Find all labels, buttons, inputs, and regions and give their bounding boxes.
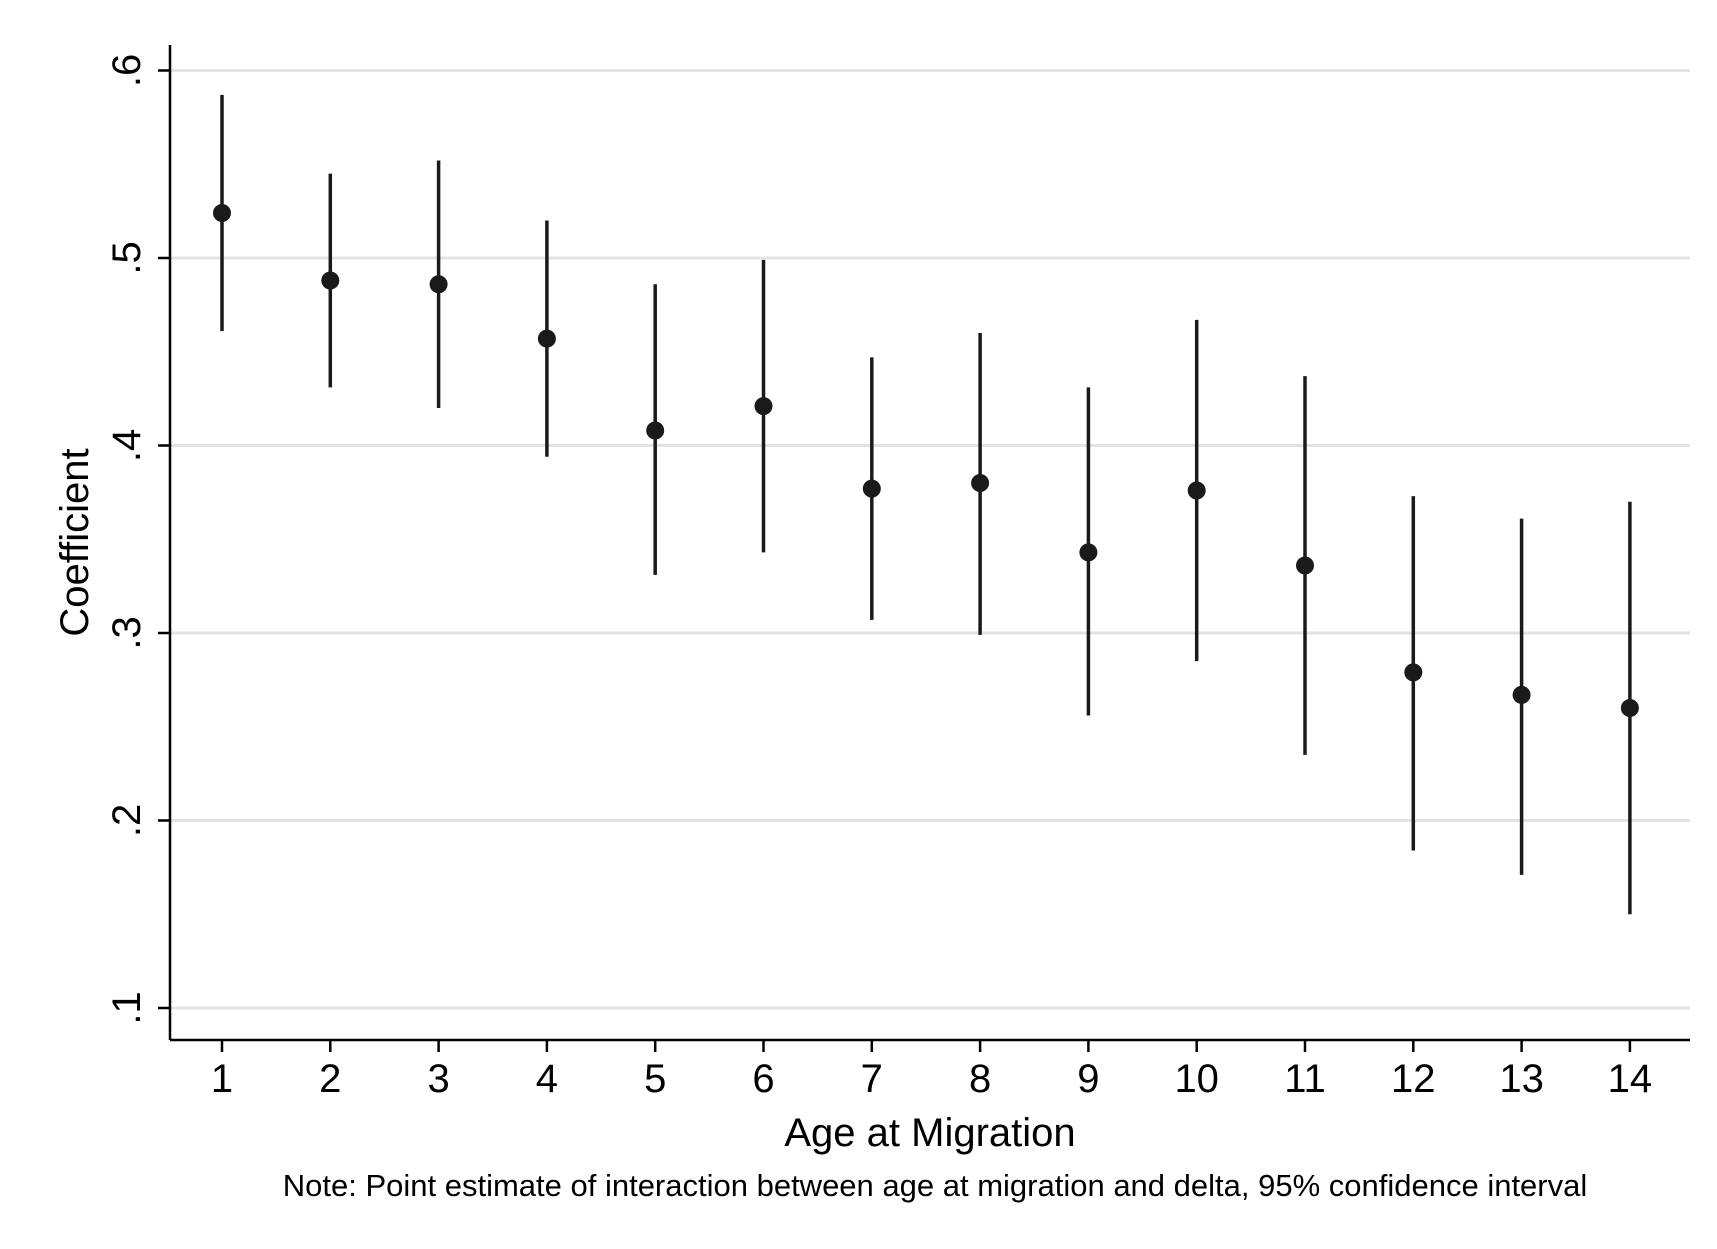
point-estimate-marker bbox=[971, 474, 990, 492]
point-estimate-marker bbox=[429, 275, 448, 294]
point-estimate-marker bbox=[862, 479, 881, 498]
x-tick-label: 9 bbox=[1077, 1057, 1099, 1101]
x-tick-label: 13 bbox=[1499, 1057, 1544, 1101]
x-tick-label: 10 bbox=[1174, 1057, 1219, 1101]
y-tick-label: .1 bbox=[105, 991, 149, 1024]
point-estimate-marker bbox=[1512, 685, 1531, 704]
x-axis-title: Age at Migration bbox=[784, 1111, 1075, 1155]
confidence-intervals bbox=[220, 94, 1632, 915]
x-tick-label: 6 bbox=[752, 1057, 774, 1101]
grid-lines bbox=[170, 69, 1690, 1010]
y-axis-title: Coefficient bbox=[53, 448, 97, 636]
y-tick-label: .2 bbox=[105, 804, 149, 837]
point-estimate-marker bbox=[1296, 556, 1314, 575]
x-tick-label: 11 bbox=[1284, 1057, 1326, 1101]
point-estimates bbox=[213, 204, 1639, 717]
point-estimate-marker bbox=[537, 329, 556, 348]
x-tick-label: 14 bbox=[1608, 1057, 1653, 1101]
x-tick-label: 5 bbox=[644, 1057, 666, 1101]
y-tick-label: .5 bbox=[105, 241, 149, 274]
x-tick-label: 2 bbox=[319, 1057, 341, 1101]
chart-note: Note: Point estimate of interaction betw… bbox=[283, 1168, 1588, 1203]
point-estimate-marker bbox=[646, 421, 665, 440]
point-estimate-marker bbox=[1404, 663, 1423, 682]
x-axis-ticks: 1 2 3 4 5 6 7 8 9 10 11 12 13 14 bbox=[211, 1040, 1652, 1101]
x-tick-label: 4 bbox=[536, 1057, 558, 1101]
x-tick-label: 7 bbox=[861, 1057, 883, 1101]
y-tick-label: .4 bbox=[105, 429, 149, 462]
x-tick-label: 8 bbox=[969, 1057, 991, 1101]
x-tick-label: 1 bbox=[211, 1057, 233, 1101]
point-estimate-marker bbox=[321, 271, 340, 290]
point-estimate-marker bbox=[1079, 543, 1098, 562]
point-estimate-marker bbox=[1187, 481, 1206, 500]
x-tick-label: 12 bbox=[1391, 1057, 1436, 1101]
x-tick-label: 3 bbox=[427, 1057, 449, 1101]
axes bbox=[168, 45, 1690, 1042]
y-tick-label: .6 bbox=[105, 54, 149, 87]
y-axis-ticks: .1 .2 .3 .4 .5 .6 bbox=[105, 54, 170, 1025]
y-tick-label: .3 bbox=[105, 616, 149, 649]
point-estimate-marker bbox=[1620, 699, 1639, 717]
point-estimate-marker bbox=[213, 204, 231, 222]
point-estimate-marker bbox=[754, 397, 773, 416]
